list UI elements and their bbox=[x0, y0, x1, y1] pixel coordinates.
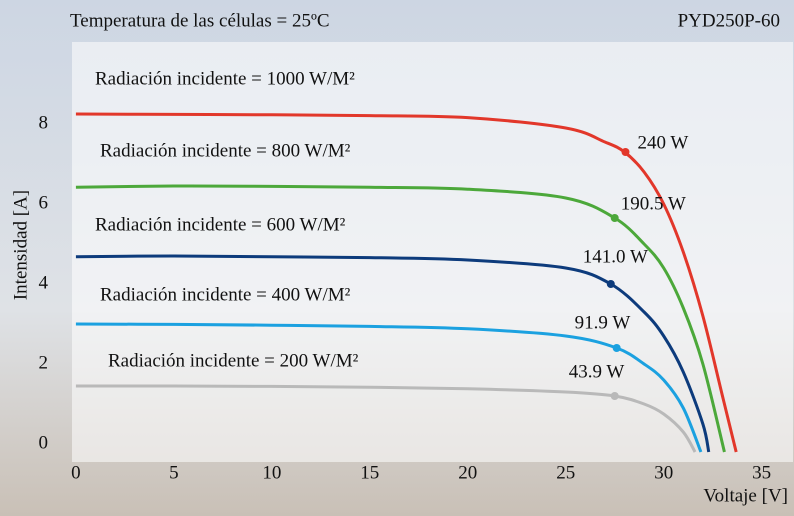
series-line bbox=[75, 184, 726, 453]
x-axis-label: Voltaje [V] bbox=[703, 485, 788, 506]
x-tick-label: 30 bbox=[654, 462, 673, 483]
y-tick-label: 2 bbox=[39, 352, 49, 373]
x-tick-label: 35 bbox=[752, 462, 771, 483]
x-tick-label: 20 bbox=[458, 462, 477, 483]
mpp-label: 240 W bbox=[637, 132, 688, 153]
mpp-point bbox=[606, 280, 615, 288]
series-line bbox=[75, 112, 738, 453]
y-tick-label: 8 bbox=[39, 112, 49, 133]
series-line bbox=[75, 384, 697, 453]
y-tick-label: 4 bbox=[39, 272, 49, 293]
series-line bbox=[75, 254, 711, 453]
mpp-label: 43.9 W bbox=[569, 361, 625, 382]
x-tick-label: 5 bbox=[169, 462, 179, 483]
x-tick-label: 25 bbox=[556, 462, 575, 483]
mpp-label: 91.9 W bbox=[575, 312, 631, 333]
legend-label: Radiación incidente = 400 W/M² bbox=[100, 284, 351, 305]
mpp-point bbox=[612, 344, 621, 352]
legend-label: Radiación incidente = 1000 W/M² bbox=[95, 68, 355, 89]
chart-subtitle: PYD250P-60 bbox=[678, 10, 780, 31]
x-tick-label: 10 bbox=[262, 462, 281, 483]
legend-label: Radiación incidente = 800 W/M² bbox=[100, 140, 351, 161]
series-line bbox=[75, 322, 703, 453]
mpp-point bbox=[610, 214, 619, 222]
y-tick-label: 6 bbox=[39, 192, 49, 213]
x-tick-label: 15 bbox=[360, 462, 379, 483]
mpp-label: 190.5 W bbox=[621, 193, 686, 214]
chart-title: Temperatura de las células = 25ºC bbox=[70, 10, 330, 31]
x-tick-label: 0 bbox=[71, 462, 81, 483]
y-tick-label: 0 bbox=[39, 432, 49, 453]
y-axis-label: Intensidad [A] bbox=[10, 190, 31, 300]
legend-label: Radiación incidente = 200 W/M² bbox=[108, 350, 359, 371]
mpp-point bbox=[621, 148, 630, 156]
mpp-point bbox=[610, 392, 619, 400]
legend-label: Radiación incidente = 600 W/M² bbox=[95, 214, 346, 235]
mpp-label: 141.0 W bbox=[583, 246, 648, 267]
